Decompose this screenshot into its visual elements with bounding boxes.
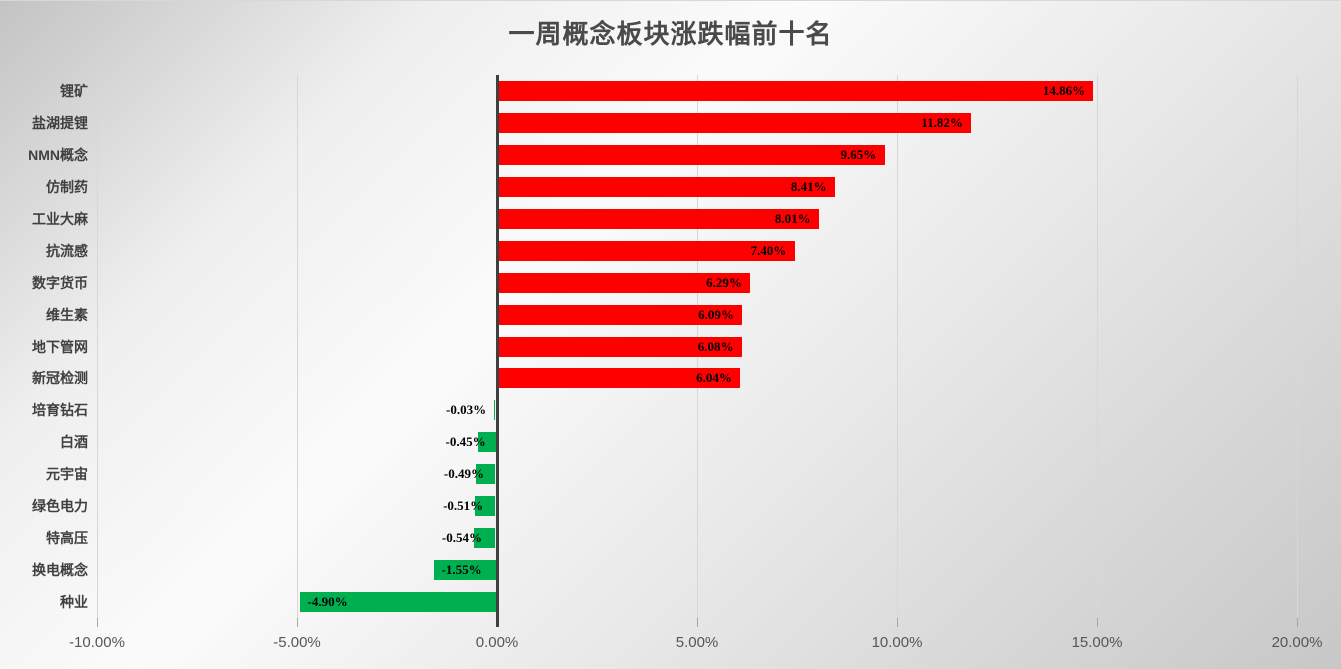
value-label: -0.54% xyxy=(441,530,482,546)
bar-positive xyxy=(498,240,795,261)
value-label: -4.90% xyxy=(307,594,348,610)
gridline xyxy=(1096,75,1098,618)
bar-positive xyxy=(498,336,742,357)
bar-positive xyxy=(498,80,1093,101)
bar-negative xyxy=(433,560,496,581)
zero-axis-line xyxy=(496,75,499,627)
value-label: 6.09% xyxy=(698,306,734,322)
category-label: 抗流感 xyxy=(46,242,88,259)
category-label: 地下管网 xyxy=(32,338,88,355)
category-label: 元宇宙 xyxy=(46,466,88,483)
bar-negative xyxy=(473,528,496,549)
bar-positive xyxy=(498,112,972,133)
category-label: 工业大麻 xyxy=(32,210,88,227)
bar-positive xyxy=(498,368,741,389)
bar-positive xyxy=(498,272,751,293)
chart-title: 一周概念板块涨跌幅前十名 xyxy=(508,19,833,49)
axis-tick-label: 10.00% xyxy=(871,634,923,651)
value-label: -0.51% xyxy=(443,498,484,514)
value-label: -0.03% xyxy=(446,402,487,418)
value-label: 6.04% xyxy=(696,370,732,386)
category-label: 盐湖提锂 xyxy=(32,114,88,131)
bar-negative xyxy=(477,432,496,453)
bar-negative xyxy=(494,400,496,421)
value-label: 14.86% xyxy=(1042,82,1086,98)
category-label: 锂矿 xyxy=(60,82,88,99)
value-label: 8.41% xyxy=(790,178,827,194)
axis-tick xyxy=(1096,618,1098,627)
chart-top-border-line xyxy=(0,0,1341,1)
value-label: -0.49% xyxy=(443,466,484,482)
axis-tick-label: -5.00% xyxy=(273,634,321,651)
axis-tick-label: 20.00% xyxy=(1271,634,1323,651)
category-label: 仿制药 xyxy=(46,178,88,195)
category-label: 特高压 xyxy=(46,530,88,547)
bar-negative xyxy=(475,496,496,517)
axis-tick xyxy=(696,618,698,627)
axis-tick xyxy=(1296,618,1298,627)
category-label: NMN概念 xyxy=(28,146,88,163)
category-label: 新冠检测 xyxy=(32,370,88,387)
axis-tick xyxy=(896,618,898,627)
bar-negative xyxy=(475,464,496,485)
gridline xyxy=(896,75,898,618)
category-label: 白酒 xyxy=(60,434,88,451)
bar-positive xyxy=(498,208,819,229)
value-label: 9.65% xyxy=(840,146,877,162)
value-label: 8.01% xyxy=(774,210,811,226)
bar-positive xyxy=(498,304,743,325)
axis-tick xyxy=(96,618,98,627)
value-label: 7.40% xyxy=(750,242,787,258)
category-label: 数字货币 xyxy=(32,274,88,291)
bar-negative xyxy=(299,592,496,613)
value-label: 6.29% xyxy=(706,274,742,290)
category-label: 绿色电力 xyxy=(32,498,88,515)
axis-tick-label: 5.00% xyxy=(675,634,719,651)
category-label: 种业 xyxy=(60,594,88,611)
axis-tick-label: -10.00% xyxy=(69,634,125,651)
gridline xyxy=(1296,75,1298,618)
axis-tick xyxy=(296,618,298,627)
value-label: -1.55% xyxy=(441,562,482,578)
value-label: 11.82% xyxy=(921,114,963,130)
value-label: -0.45% xyxy=(445,434,486,450)
axis-tick-label: 0.00% xyxy=(475,634,519,651)
category-label: 培育钻石 xyxy=(32,402,88,419)
bar-positive xyxy=(498,144,885,165)
bar-positive xyxy=(498,176,835,197)
category-label: 维生素 xyxy=(46,306,88,323)
value-label: 6.08% xyxy=(697,338,734,354)
axis-tick-label: 15.00% xyxy=(1071,634,1123,651)
category-label: 换电概念 xyxy=(32,562,88,579)
gridline xyxy=(296,75,298,618)
gridline xyxy=(96,75,98,618)
